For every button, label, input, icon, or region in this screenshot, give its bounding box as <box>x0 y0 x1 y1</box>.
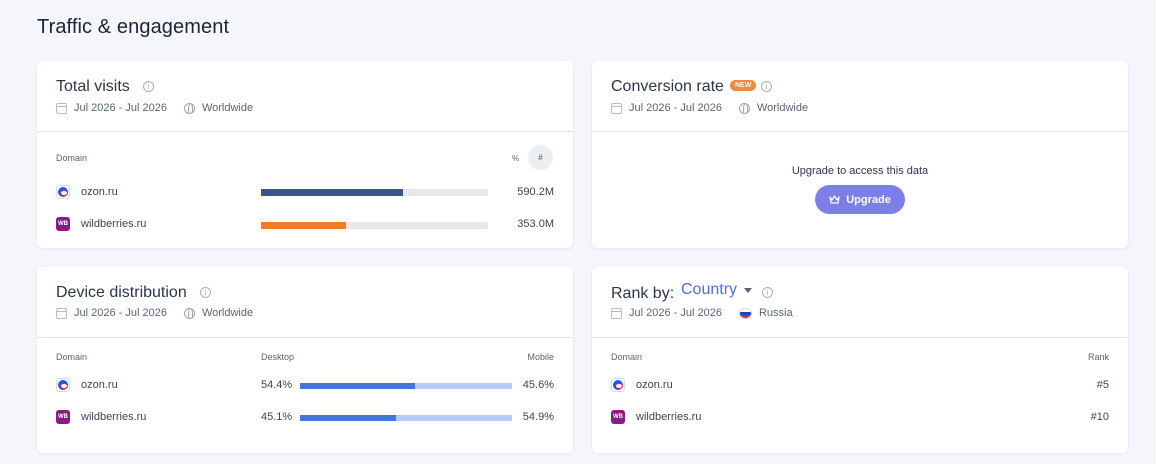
table-row[interactable]: WB wildberries.ru <box>56 217 146 231</box>
globe-icon <box>183 102 195 114</box>
calendar-icon <box>56 307 67 319</box>
desktop-percent: 54.4% <box>261 379 293 391</box>
region: Worldwide <box>756 102 809 114</box>
page-title: Traffic & engagement <box>37 16 230 38</box>
table-row[interactable]: ozon.ru <box>56 378 118 392</box>
domain-name[interactable]: ozon.ru <box>81 379 118 391</box>
rank-by-dropdown[interactable]: Country <box>681 281 753 299</box>
column-header-domain: Domain <box>56 153 88 163</box>
card-header: Device distribution i Jul 2026 - Jul 202… <box>37 267 573 338</box>
domain-name[interactable]: wildberries.ru <box>81 218 147 230</box>
date-range: Jul 2026 - Jul 2026 <box>629 307 722 319</box>
visits-bar-fill <box>261 222 346 229</box>
device-distribution-card: Device distribution i Jul 2026 - Jul 202… <box>37 267 573 453</box>
upgrade-button[interactable]: Upgrade <box>815 185 905 214</box>
globe-icon <box>183 307 195 319</box>
visits-bar-fill <box>261 189 403 196</box>
new-badge: NEW <box>730 80 757 91</box>
calendar-icon <box>611 102 622 114</box>
region: Worldwide <box>201 102 254 114</box>
device-bar <box>300 415 512 421</box>
rank-card: Rank by: Country i Jul 2026 - Jul 2026 R… <box>592 267 1128 453</box>
info-icon[interactable]: i <box>143 81 154 92</box>
rank-value: #5 <box>1096 379 1109 391</box>
desktop-bar-fill <box>300 415 396 421</box>
date-range: Jul 2026 - Jul 2026 <box>74 102 167 114</box>
device-bar <box>300 383 512 389</box>
ozon-favicon-icon <box>56 378 70 392</box>
wildberries-favicon-icon: WB <box>611 410 625 424</box>
table-row[interactable]: ozon.ru <box>56 185 118 199</box>
region: Worldwide <box>201 307 254 319</box>
visits-value: 590.2M <box>517 186 554 198</box>
ozon-favicon-icon <box>56 185 70 199</box>
info-icon[interactable]: i <box>200 287 211 298</box>
rank-by-label: Rank by: <box>611 285 675 302</box>
card-header: Rank by: Country i Jul 2026 - Jul 2026 R… <box>592 267 1128 338</box>
card-title: Device distribution <box>56 284 187 301</box>
domain-name[interactable]: ozon.ru <box>81 186 118 198</box>
card-header: Total visits i Jul 2026 - Jul 2026 World… <box>37 61 573 132</box>
calendar-icon <box>611 307 622 319</box>
number-toggle[interactable]: # <box>528 145 553 170</box>
upgrade-button-label: Upgrade <box>846 193 891 206</box>
visits-bar-track <box>261 189 488 196</box>
info-icon[interactable]: i <box>761 81 772 92</box>
table-row[interactable]: WB wildberries.ru <box>611 410 701 424</box>
visits-value: 353.0M <box>517 218 554 230</box>
domain-name[interactable]: wildberries.ru <box>636 411 702 423</box>
percent-toggle[interactable]: % <box>512 154 520 163</box>
calendar-icon <box>56 102 67 114</box>
card-title: Total visits <box>56 78 130 95</box>
column-header-domain: Domain <box>56 352 88 362</box>
column-header-desktop: Desktop <box>261 352 295 362</box>
card-meta: Jul 2026 - Jul 2026 Worldwide <box>56 102 253 114</box>
desktop-bar-fill <box>300 383 415 389</box>
russia-flag-icon <box>738 307 752 319</box>
date-range: Jul 2026 - Jul 2026 <box>74 307 167 319</box>
table-row[interactable]: ozon.ru <box>611 378 673 392</box>
info-icon[interactable]: i <box>762 287 773 298</box>
globe-icon <box>738 102 750 114</box>
rank-value: #10 <box>1090 411 1109 423</box>
rank-by-selected: Country <box>681 281 738 298</box>
wildberries-favicon-icon: WB <box>56 410 70 424</box>
card-header: Conversion rate NEW i Jul 2026 - Jul 202… <box>592 61 1128 132</box>
date-range: Jul 2026 - Jul 2026 <box>629 102 722 114</box>
chevron-down-icon <box>744 287 753 293</box>
column-header-rank: Rank <box>1087 352 1109 362</box>
column-header-mobile: Mobile <box>527 352 554 362</box>
column-header-domain: Domain <box>611 352 643 362</box>
upgrade-message: Upgrade to access this data <box>791 165 929 177</box>
visits-bar-track <box>261 222 488 229</box>
table-row[interactable]: WB wildberries.ru <box>56 410 146 424</box>
card-title: Conversion rate <box>611 78 724 95</box>
total-visits-card: Total visits i Jul 2026 - Jul 2026 World… <box>37 61 573 248</box>
mobile-percent: 45.6% <box>522 379 554 391</box>
crown-icon <box>829 195 840 204</box>
card-meta: Jul 2026 - Jul 2026 Worldwide <box>611 102 808 114</box>
region: Russia <box>758 307 793 319</box>
desktop-percent: 45.1% <box>261 411 293 423</box>
ozon-favicon-icon <box>611 378 625 392</box>
wildberries-favicon-icon: WB <box>56 217 70 231</box>
card-meta: Jul 2026 - Jul 2026 Russia <box>611 307 793 319</box>
card-meta: Jul 2026 - Jul 2026 Worldwide <box>56 307 253 319</box>
domain-name[interactable]: wildberries.ru <box>81 411 147 423</box>
conversion-rate-card: Conversion rate NEW i Jul 2026 - Jul 202… <box>592 61 1128 248</box>
mobile-percent: 54.9% <box>522 411 554 423</box>
domain-name[interactable]: ozon.ru <box>636 379 673 391</box>
